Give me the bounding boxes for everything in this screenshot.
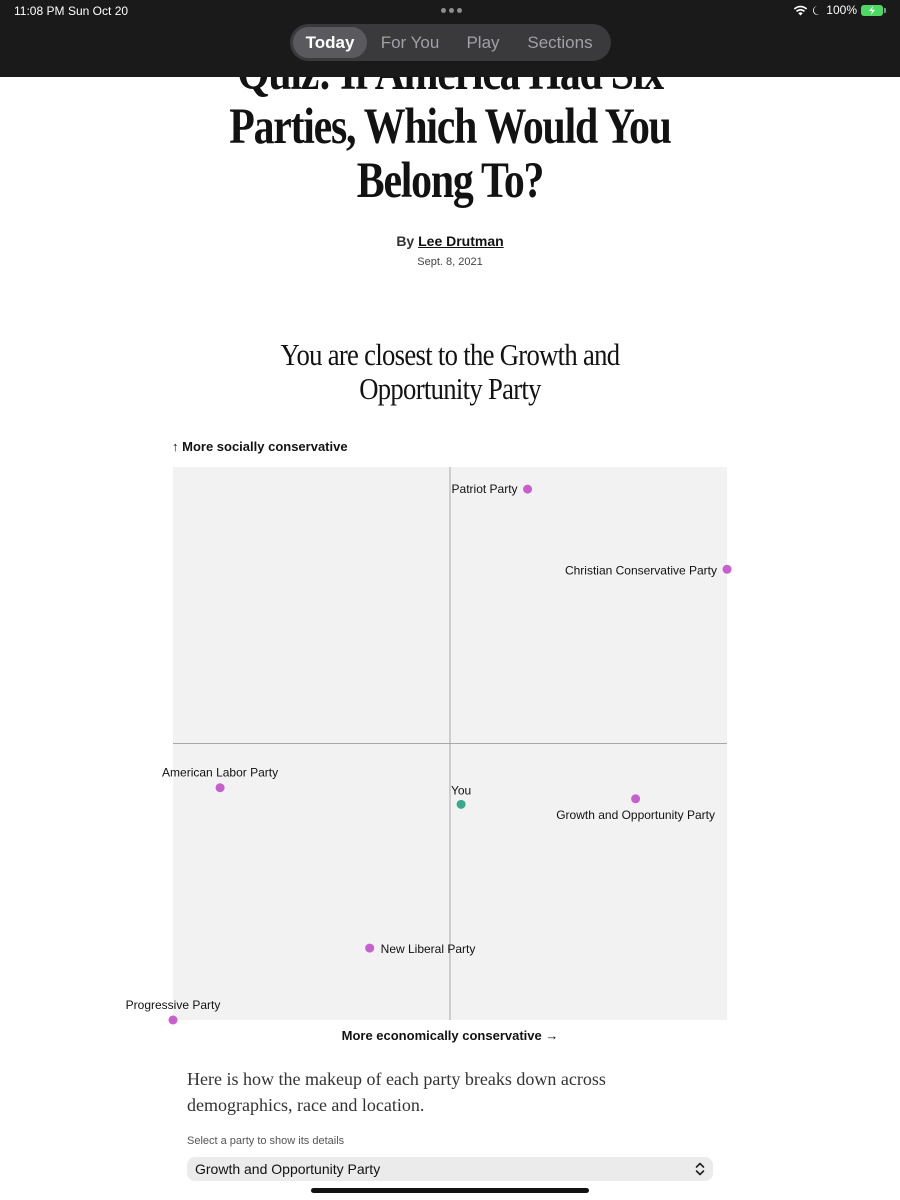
point-patriot-party (523, 484, 533, 494)
point-label-patriot-party: Patriot Party (452, 482, 518, 496)
point-label-american-labor-party: American Labor Party (162, 766, 278, 780)
party-select-label: Select a party to show its details (187, 1135, 345, 1147)
point-christian-conservative-party (722, 564, 732, 574)
author-link[interactable]: Lee Drutman (418, 233, 504, 249)
point-label-you: You (451, 783, 471, 797)
point-growth-and-opportunity-party (631, 794, 641, 804)
point-new-liberal-party (365, 943, 375, 953)
moon-icon (813, 5, 820, 15)
publish-date: Sept. 8, 2021 (417, 256, 483, 268)
tab-sections[interactable]: Sections (527, 33, 593, 52)
point-american-labor-party (215, 783, 225, 793)
wifi-icon (794, 5, 808, 15)
chevron-up-down-icon (695, 1162, 705, 1176)
multitasking-dots-icon[interactable] (441, 8, 462, 13)
headline-line: Belong To? (356, 153, 545, 209)
battery-percent: 100% (826, 3, 857, 17)
home-indicator[interactable] (311, 1188, 589, 1193)
point-label-christian-conservative-party: Christian Conservative Party (565, 563, 717, 577)
point-label-progressive-party: Progressive Party (126, 998, 221, 1012)
byline: By Lee Drutman (0, 233, 900, 249)
result-line: You are closest to the Growth and (280, 337, 621, 372)
quiz-result-heading: You are closest to the Growth and Opport… (235, 338, 665, 406)
body-paragraph: Here is how the makeup of each party bre… (187, 1069, 606, 1115)
battery-icon (861, 4, 886, 16)
status-indicators: 100% (793, 3, 886, 17)
status-time: 11:08 PM (14, 4, 65, 18)
tab-today[interactable]: Today (293, 27, 367, 58)
headline-line: Parties, Which Would You (229, 99, 672, 155)
x-axis-label: More economically conservative → (341, 1028, 559, 1043)
status-date: Sun Oct 20 (68, 4, 129, 18)
point-you (456, 799, 466, 809)
section-tab-bar: Today For You Play Sections (290, 24, 611, 61)
point-label-new-liberal-party: New Liberal Party (381, 942, 476, 956)
point-label-growth-and-opportunity-party: Growth and Opportunity Party (556, 808, 715, 822)
y-axis-label: ↑ More socially conservative (172, 439, 348, 454)
point-progressive-party (168, 1015, 178, 1025)
top-bar: 11:08 PM Sun Oct 20 100% Today For You P… (0, 0, 900, 77)
tab-play[interactable]: Play (466, 33, 500, 52)
byline-prefix: By (396, 233, 415, 249)
tab-for-you[interactable]: For You (380, 33, 440, 52)
party-select-dropdown[interactable]: Growth and Opportunity Party (187, 1157, 713, 1181)
party-select-value: Growth and Opportunity Party (195, 1161, 381, 1177)
result-line: Opportunity Party (359, 371, 541, 406)
